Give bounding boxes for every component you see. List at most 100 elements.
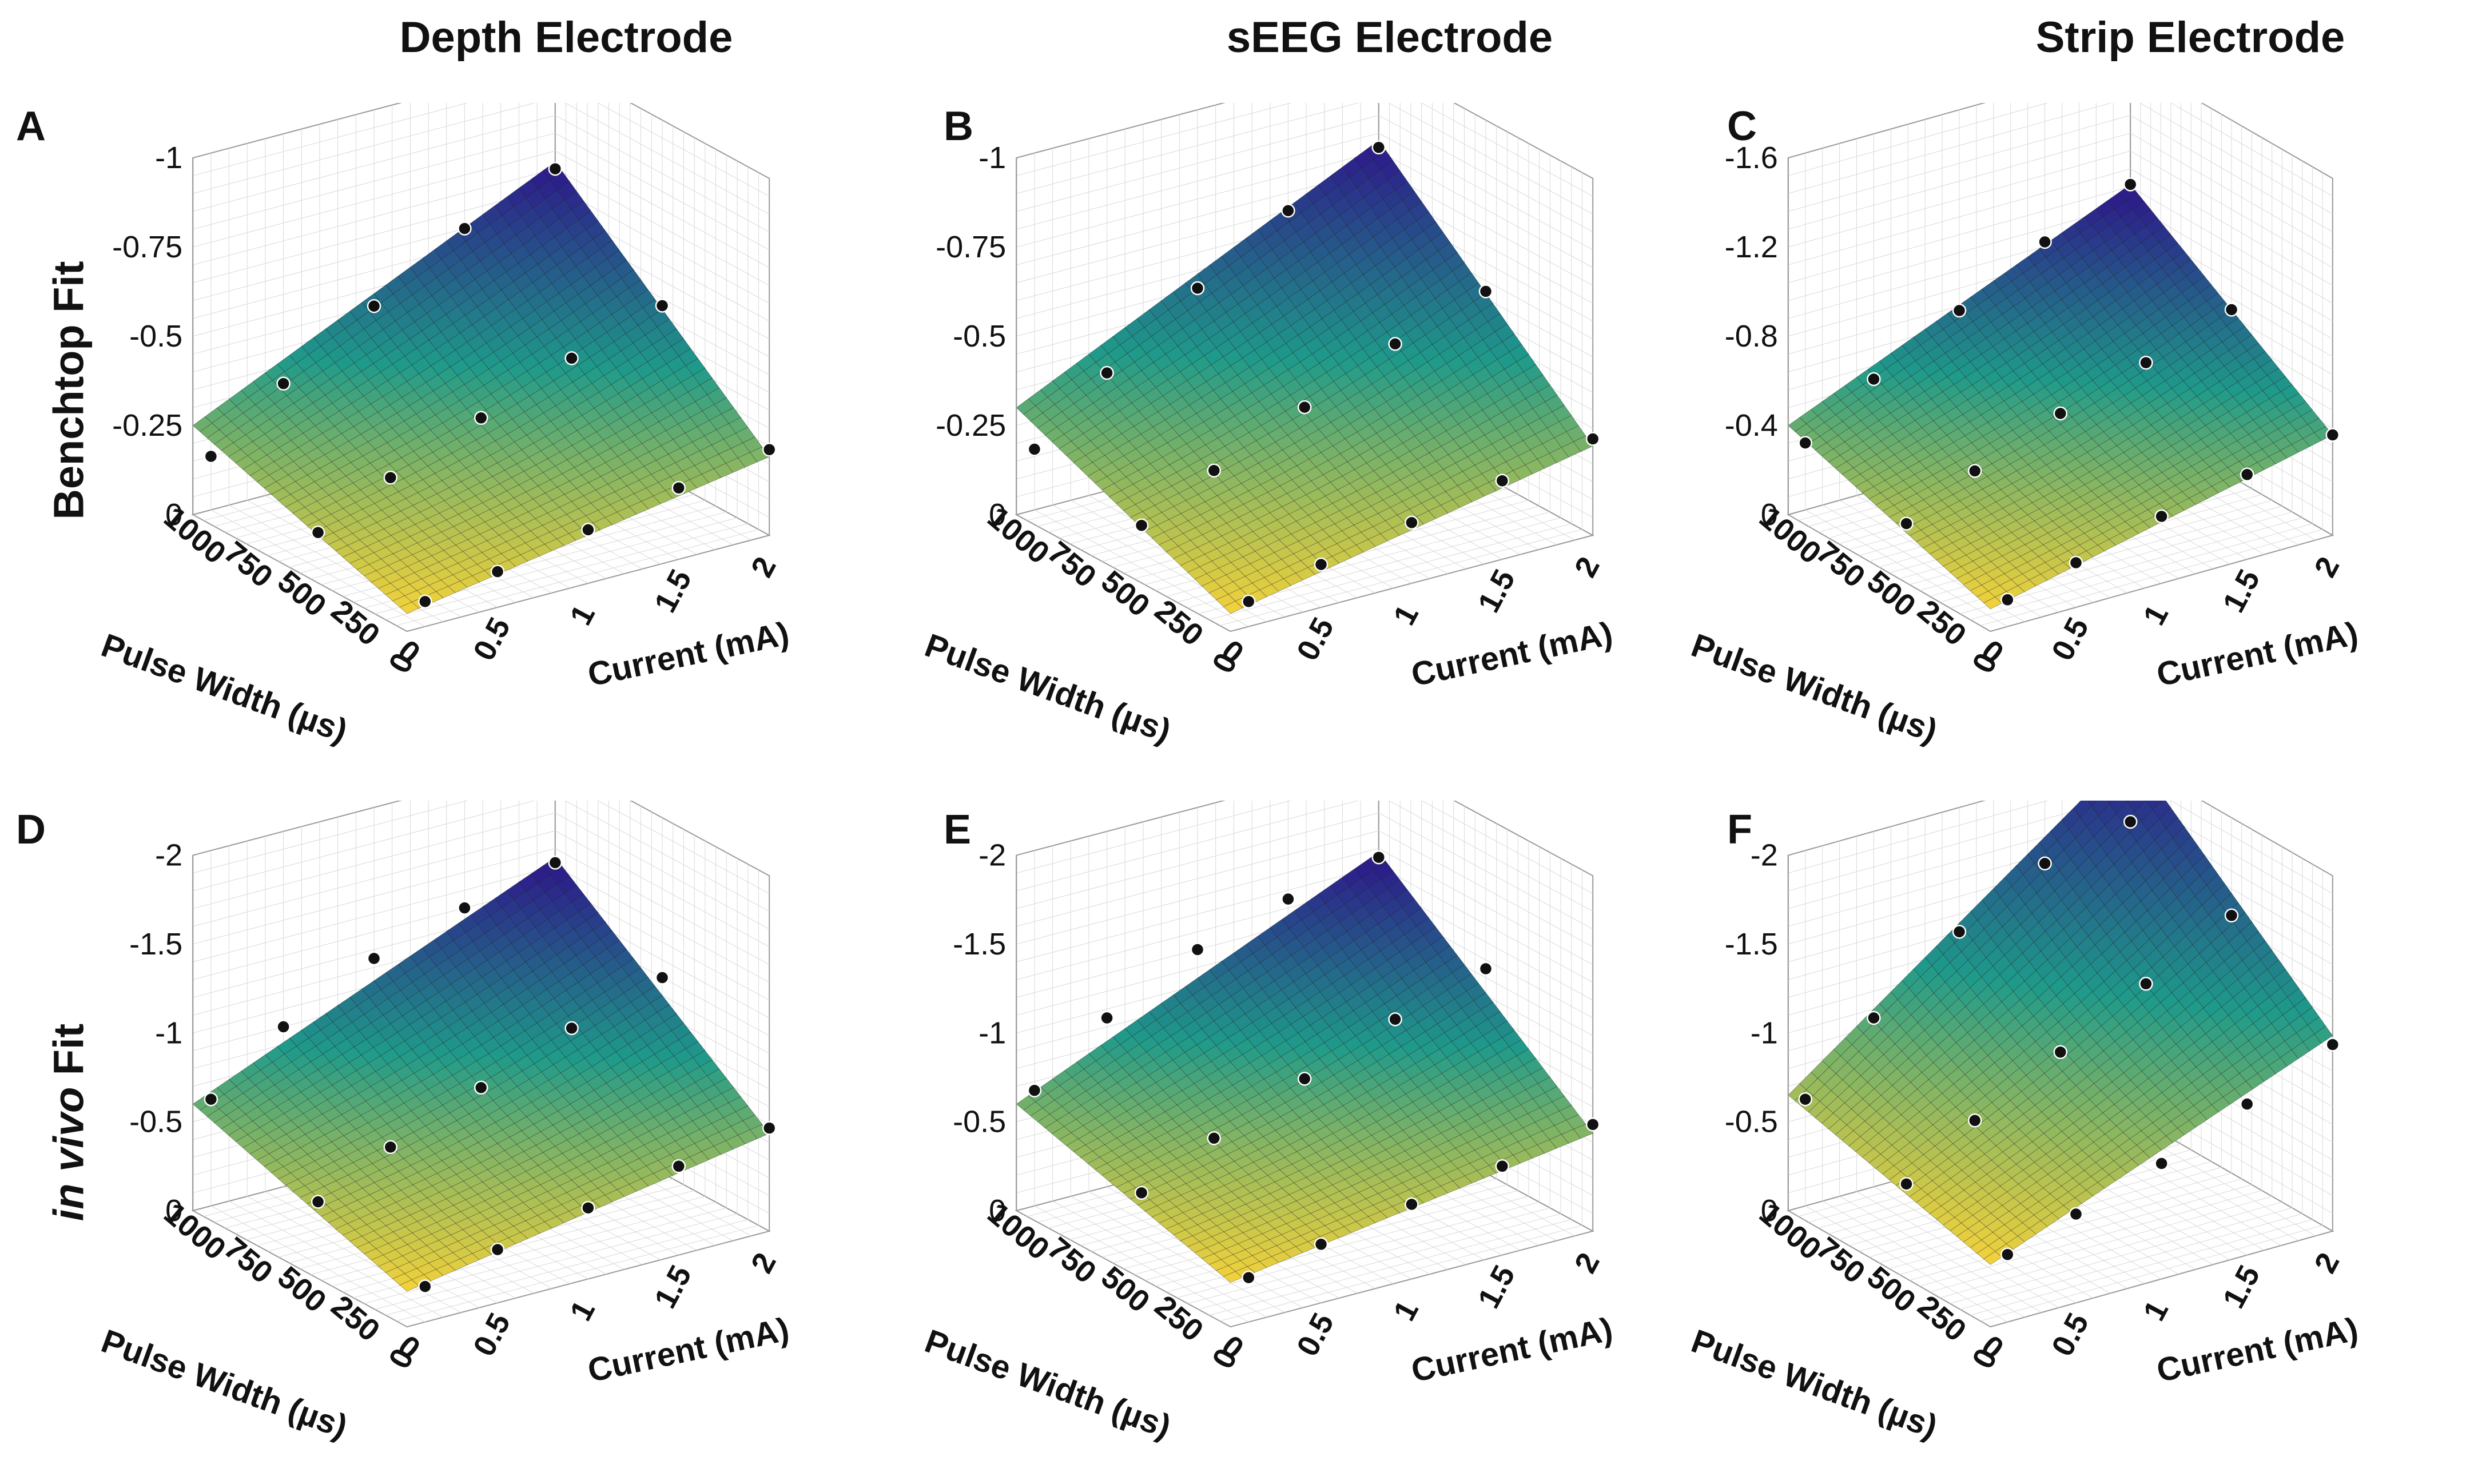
- data-point: [1027, 442, 1042, 456]
- data-point: [2325, 428, 2340, 442]
- gridline: [2130, 186, 2333, 304]
- z-tick-label: -0.8: [1725, 319, 1778, 353]
- x-tick-label: 1.5: [1471, 564, 1522, 618]
- column-title-depth: Depth Electrode: [399, 13, 733, 62]
- data-point: [762, 1121, 777, 1135]
- z-tick-label: -0.4: [1725, 408, 1778, 443]
- data-point: [581, 1200, 595, 1215]
- data-point: [458, 901, 472, 915]
- gridline: [1421, 801, 1593, 894]
- z-tick-labels: 0-0.5-1-1.5-2: [129, 838, 182, 1228]
- panel-letter-c: C: [1727, 104, 1757, 149]
- gridline: [193, 830, 555, 927]
- gridline: [1788, 204, 2131, 301]
- x-axis-title: Current (mA): [1408, 615, 1616, 694]
- data-points: [204, 161, 777, 609]
- data-point: [1281, 204, 1295, 218]
- y-axis-title: Pulse Width (µs): [920, 627, 1176, 750]
- y-axis-title: Pulse Width (µs): [1687, 627, 1942, 750]
- data-point: [311, 525, 325, 540]
- gridline: [1016, 830, 1379, 927]
- column-title-strip: Strip Electrode: [2035, 13, 2345, 62]
- z-tick-label: -0.25: [936, 408, 1006, 443]
- data-point: [1899, 516, 1914, 531]
- gridline: [193, 813, 555, 909]
- gridline: [1016, 133, 1379, 230]
- x-tick-label: 1.5: [648, 564, 698, 618]
- x-tick-label: 2: [745, 551, 783, 583]
- x-tick-label: 1.5: [648, 1260, 698, 1314]
- data-point: [474, 411, 488, 425]
- data-point: [548, 161, 563, 176]
- data-point: [204, 449, 218, 464]
- surface-mesh: [1016, 140, 1593, 614]
- z-tick-label: -0.5: [129, 319, 182, 353]
- gridline: [1378, 813, 1593, 930]
- z-tick-label: -1.2: [1725, 230, 1778, 264]
- gridline: [2130, 168, 2333, 286]
- gridline: [193, 103, 468, 176]
- data-point: [1405, 515, 1419, 530]
- data-point: [367, 299, 381, 313]
- gridline: [193, 801, 536, 892]
- x-axis-title: Current (mA): [2153, 615, 2361, 694]
- gridline: [1388, 103, 1593, 214]
- data-point: [458, 221, 472, 236]
- data-point: [1190, 281, 1205, 296]
- data-point: [2139, 355, 2153, 370]
- z-tick-label: -1: [155, 1016, 182, 1050]
- gridline: [1378, 848, 1593, 965]
- gridline: [1016, 813, 1379, 909]
- data-point: [1134, 518, 1149, 532]
- data-point: [2038, 234, 2052, 249]
- gridline: [1788, 103, 2112, 194]
- data-point: [762, 442, 777, 457]
- z-tick-label: -0.5: [953, 319, 1006, 353]
- z-tick-labels: 0 -0.4 -0.8 -1.2 -1.6: [1725, 141, 1778, 532]
- z-tick-label: -1.6: [1725, 141, 1778, 175]
- gridline: [1016, 115, 1379, 212]
- gridline: [1016, 866, 1379, 962]
- gridline: [1378, 866, 1593, 983]
- x-tick-label: 2: [2308, 551, 2346, 583]
- gridline: [555, 133, 770, 250]
- x-tick-label: 1: [563, 599, 602, 631]
- data-point: [490, 1242, 505, 1257]
- z-tick-label: 0: [165, 1193, 182, 1228]
- z-tick-label: -0.5: [129, 1105, 182, 1139]
- z-tick-labels: 0-0.25-0.5-0.75-1: [936, 141, 1006, 532]
- gridline: [193, 848, 555, 945]
- data-point: [671, 480, 686, 495]
- gridline: [1421, 103, 1593, 197]
- gridline: [1788, 150, 2131, 248]
- gridline: [555, 830, 770, 948]
- x-tick-label: 0.5: [2045, 612, 2095, 666]
- gridline: [193, 103, 536, 194]
- column-title-seeg: sEEG Electrode: [1226, 13, 1553, 62]
- gridline: [193, 168, 555, 265]
- data-point: [2154, 509, 2169, 524]
- gridline: [1378, 830, 1593, 948]
- data-point: [1585, 432, 1600, 446]
- data-points: [204, 856, 777, 1294]
- gridline: [2170, 103, 2333, 197]
- data-point: [276, 1020, 291, 1034]
- data-point: [1388, 337, 1402, 351]
- gridline: [193, 115, 555, 212]
- data-point: [2000, 592, 2015, 607]
- gridline: [1016, 848, 1379, 945]
- panel-letter-e: E: [944, 807, 972, 853]
- gridline: [2130, 133, 2333, 250]
- data-point: [2069, 555, 2083, 570]
- data-point: [1314, 557, 1329, 572]
- gridline: [555, 866, 770, 983]
- x-tick-label: 0.5: [467, 612, 517, 666]
- gridline: [193, 150, 555, 248]
- data-point: [2123, 177, 2138, 192]
- z-tick-label: 0: [989, 498, 1006, 532]
- z-tick-label: 0: [1761, 498, 1778, 532]
- x-axis-title: Current (mA): [584, 1311, 792, 1390]
- gridline: [193, 866, 555, 962]
- gridline: [564, 801, 770, 912]
